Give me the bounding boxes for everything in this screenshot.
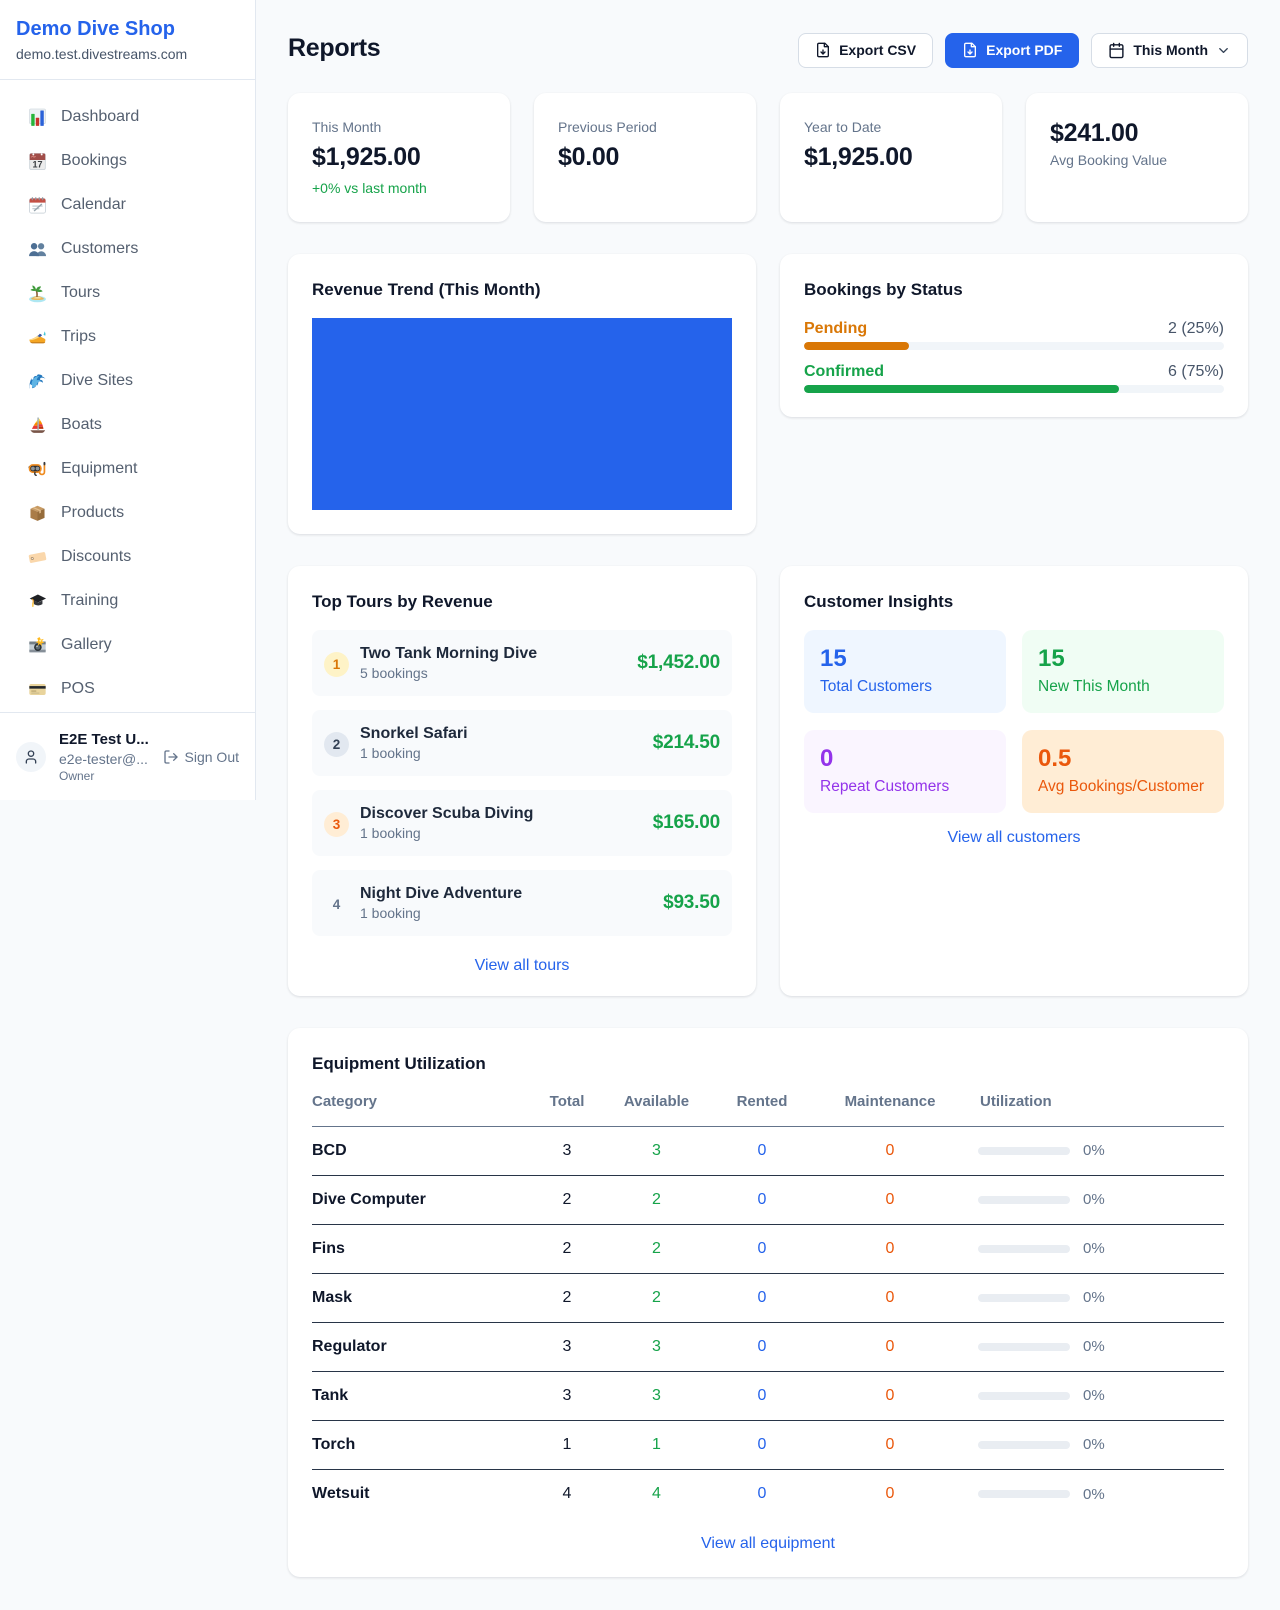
svg-text:17: 17	[32, 159, 42, 169]
